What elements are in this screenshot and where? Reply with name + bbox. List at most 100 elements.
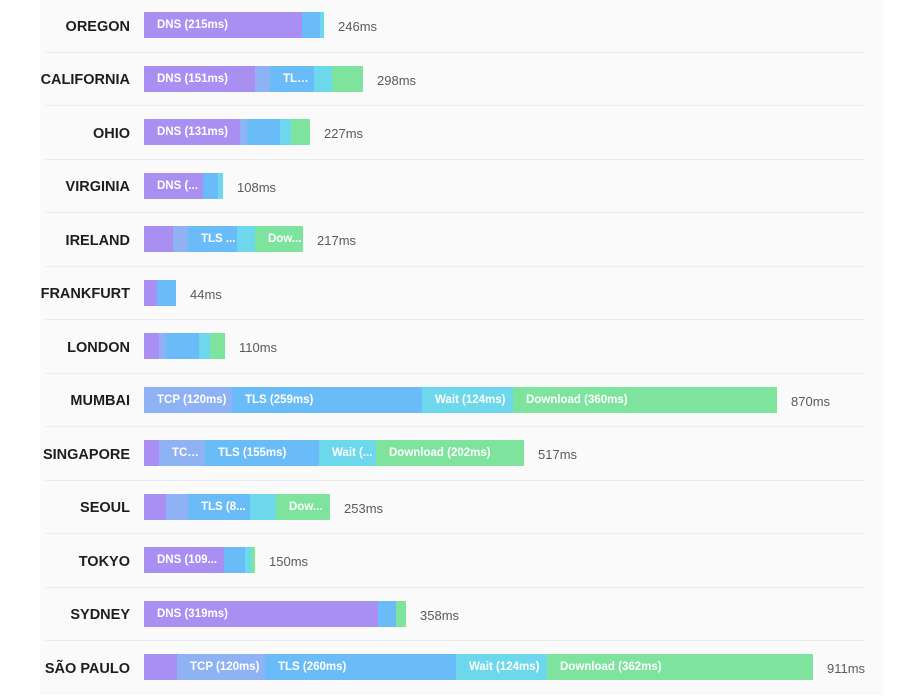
total-time-label: 110ms bbox=[239, 340, 278, 356]
chart-row: MUMBAI TCP (120ms) TLS (259ms) Wait (124ms)… bbox=[0, 375, 905, 429]
bar-segment-download[interactable] bbox=[396, 600, 406, 627]
bar-segment-dns[interactable]: DNS (109... bbox=[144, 547, 224, 573]
bar-segment-tls[interactable] bbox=[157, 279, 176, 306]
segment-label: TCP (120ms) bbox=[157, 393, 227, 406]
segment-label: Dow... bbox=[268, 233, 302, 245]
row-divider bbox=[45, 51, 865, 53]
chart-row: TOKYO DNS (109... 150ms bbox=[0, 535, 905, 589]
bar-segment-tcp[interactable] bbox=[173, 226, 188, 252]
bar-segment-tcp[interactable]: TCP ... bbox=[159, 440, 205, 466]
segment-label: Download (362ms) bbox=[560, 661, 662, 673]
stacked-bar[interactable]: TCP ... TLS (155ms) Wait (... Download (202… bbox=[144, 440, 524, 466]
bar-segment-download[interactable] bbox=[210, 333, 225, 359]
stacked-bar[interactable]: DNS (215ms) bbox=[144, 12, 324, 38]
bar-segment-wait[interactable] bbox=[237, 226, 255, 252]
total-time-label: 217ms bbox=[317, 233, 357, 249]
row-divider bbox=[45, 426, 865, 427]
bar-segment-wait[interactable]: Wait (124ms) bbox=[456, 654, 547, 680]
stacked-bar[interactable]: DNS (131ms) bbox=[144, 119, 310, 145]
chart-row: SYDNEY DNS (319ms) 358ms bbox=[0, 589, 905, 643]
bar-segment-dns[interactable]: DNS (... bbox=[144, 172, 203, 199]
stacked-bar[interactable]: TLS ... Dow... bbox=[144, 226, 303, 252]
bar-segment-tls[interactable] bbox=[302, 12, 320, 38]
bar-segment-tls[interactable]: TLS (260ms) bbox=[265, 654, 456, 680]
stacked-bar[interactable]: TLS (8... Dow... bbox=[144, 493, 330, 520]
bar-segment-tcp[interactable]: TCP (120ms) bbox=[144, 386, 232, 413]
bar-segment-wait[interactable]: Wait (... bbox=[319, 440, 376, 466]
bar-segment-tls[interactable] bbox=[166, 333, 199, 359]
segment-label: Download (360ms) bbox=[526, 393, 628, 406]
row-divider bbox=[45, 212, 865, 213]
bar-segment-tls[interactable]: TLS ... bbox=[188, 226, 237, 252]
bar-segment-download[interactable]: Download (360ms) bbox=[513, 386, 777, 413]
bar-segment-wait[interactable] bbox=[314, 65, 332, 92]
stacked-bar[interactable]: TCP (120ms) TLS (260ms) Wait (124ms) Downlo… bbox=[144, 654, 813, 680]
region-label: TOKYO bbox=[78, 553, 130, 570]
row-divider bbox=[45, 105, 865, 106]
chart-row: SEOUL TLS (8... Dow... 253ms bbox=[0, 482, 905, 536]
bar-segment-tls[interactable] bbox=[247, 119, 280, 145]
bar-segment-tcp[interactable] bbox=[159, 333, 166, 359]
bar-segment-tls[interactable]: TLS... bbox=[270, 65, 314, 92]
row-divider bbox=[45, 533, 865, 534]
region-label: CALIFORNIA bbox=[40, 72, 130, 89]
segment-label: TCP ... bbox=[172, 447, 205, 459]
region-label: SINGAPORE bbox=[42, 446, 130, 463]
total-time-label: 108ms bbox=[237, 179, 277, 195]
bar-segment-download[interactable]: Download (362ms) bbox=[547, 654, 813, 680]
segment-label: Download (202ms) bbox=[389, 447, 491, 459]
stacked-bar[interactable]: DNS (151ms) TLS... bbox=[144, 65, 363, 92]
bar-segment-wait[interactable] bbox=[280, 119, 291, 145]
bar-segment-wait[interactable] bbox=[199, 333, 210, 359]
bar-segment-tcp[interactable] bbox=[240, 119, 247, 145]
stacked-bar[interactable] bbox=[144, 333, 225, 359]
segment-label: DNS (215ms) bbox=[157, 19, 228, 31]
bar-segment-wait[interactable] bbox=[250, 493, 276, 520]
bar-segment-dns[interactable]: DNS (151ms) bbox=[144, 65, 255, 92]
bar-segment-tls[interactable]: TLS (8... bbox=[188, 493, 250, 520]
bar-segment-tls[interactable]: TLS (259ms) bbox=[232, 386, 422, 413]
stacked-bar[interactable]: DNS (109... bbox=[144, 547, 255, 573]
bar-segment-tcp[interactable] bbox=[255, 65, 270, 92]
bar-segment-download[interactable]: Dow... bbox=[276, 493, 330, 520]
bar-segment-wait[interactable] bbox=[320, 12, 324, 38]
segment-label: DNS (131ms) bbox=[157, 126, 228, 138]
bar-segment-dns[interactable]: DNS (215ms) bbox=[144, 12, 302, 38]
stacked-bar[interactable]: DNS (... bbox=[144, 172, 223, 199]
bar-segment-tls[interactable] bbox=[224, 547, 245, 573]
bar-segment-wait[interactable]: Wait (124ms) bbox=[422, 386, 513, 413]
chart-row: OREGON DNS (215ms) 246ms bbox=[0, 0, 905, 54]
segment-label: TCP (120ms) bbox=[190, 661, 260, 673]
bar-segment-dns[interactable]: DNS (319ms) bbox=[144, 600, 378, 627]
region-label: OREGON bbox=[65, 18, 130, 35]
bar-segment-wait[interactable] bbox=[218, 172, 223, 199]
bar-segment-dns[interactable] bbox=[144, 279, 157, 306]
row-divider bbox=[45, 319, 865, 320]
bar-segment-tls[interactable] bbox=[203, 172, 218, 199]
bar-segment-tls[interactable]: TLS (155ms) bbox=[205, 440, 319, 466]
bar-segment-download[interactable]: Download (202ms) bbox=[376, 440, 524, 466]
bar-segment-dns[interactable] bbox=[144, 493, 166, 520]
chart-row: SÃO PAULO TCP (120ms) TLS (260ms) Wait (124… bbox=[0, 642, 905, 696]
total-time-label: 911ms bbox=[827, 661, 866, 677]
bar-segment-dns[interactable] bbox=[144, 333, 159, 359]
stacked-bar[interactable]: TCP (120ms) TLS (259ms) Wait (124ms) Downlo… bbox=[144, 386, 777, 413]
bar-segment-dns[interactable] bbox=[144, 654, 177, 680]
bar-segment-dns[interactable] bbox=[144, 226, 173, 252]
stacked-bar[interactable] bbox=[144, 279, 176, 306]
bar-segment-download[interactable] bbox=[332, 65, 363, 92]
bar-segment-wait[interactable] bbox=[245, 547, 251, 573]
total-time-label: 227ms bbox=[324, 126, 364, 142]
bar-segment-download[interactable]: Dow... bbox=[255, 226, 303, 252]
bar-segment-download[interactable] bbox=[251, 547, 255, 573]
chart-row: LONDON 110ms bbox=[0, 321, 905, 375]
bar-segment-tcp[interactable]: TCP (120ms) bbox=[177, 654, 265, 680]
bar-segment-tls[interactable] bbox=[378, 600, 396, 627]
bar-segment-dns[interactable] bbox=[144, 440, 159, 466]
segment-label: TLS... bbox=[283, 72, 314, 85]
bar-segment-tcp[interactable] bbox=[166, 493, 188, 520]
bar-segment-download[interactable] bbox=[291, 119, 310, 145]
bar-segment-dns[interactable]: DNS (131ms) bbox=[144, 119, 240, 145]
total-time-label: 150ms bbox=[269, 554, 309, 570]
stacked-bar[interactable]: DNS (319ms) bbox=[144, 600, 406, 627]
